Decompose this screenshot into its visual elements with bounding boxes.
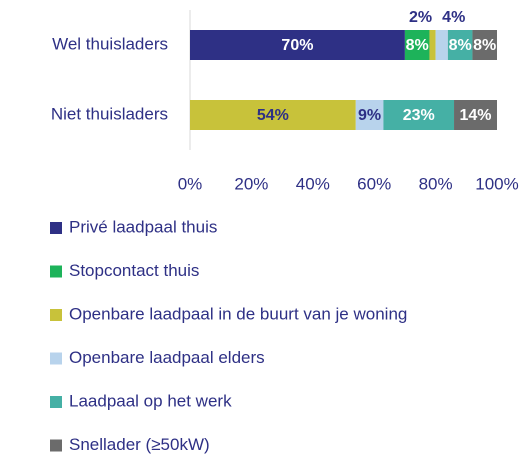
legend-swatch: [50, 309, 62, 321]
legend-label: Openbare laadpaal elders: [69, 348, 265, 367]
bar-segment: [429, 30, 436, 60]
bar-segment: [435, 30, 448, 60]
value-label: 9%: [358, 107, 381, 124]
bar-segment: [472, 30, 497, 60]
x-tick-label: 40%: [296, 174, 330, 193]
x-tick-label: 0%: [178, 174, 203, 193]
bar-segment: [190, 30, 405, 60]
legend-swatch: [50, 439, 62, 452]
value-label: 8%: [406, 37, 429, 54]
value-label: 14%: [459, 107, 491, 124]
legend-label: Openbare laadpaal in de buurt van je won…: [69, 304, 407, 323]
value-label: 70%: [281, 37, 313, 54]
legend-label: Snellader (≥50kW): [69, 435, 210, 454]
bar-segment: [404, 30, 430, 60]
y-tick-label: Wel thuisladers: [52, 34, 168, 53]
legend-swatch: [50, 265, 62, 278]
bar-segment: [447, 30, 473, 60]
legend-label: Privé laadpaal thuis: [69, 217, 217, 236]
value-label: 2%: [409, 9, 432, 26]
legend-label: Stopcontact thuis: [69, 261, 199, 280]
legend-swatch: [50, 222, 62, 234]
x-tick-label: 60%: [357, 174, 391, 193]
bar-segment: [190, 100, 356, 130]
value-label: 8%: [449, 37, 472, 54]
value-label: 54%: [257, 107, 289, 124]
legend-swatch: [50, 396, 62, 408]
bar-segment: [383, 100, 455, 130]
value-label: 23%: [403, 107, 435, 124]
x-tick-label: 80%: [419, 174, 453, 193]
y-tick-label: Niet thuisladers: [51, 104, 168, 123]
value-label: 4%: [442, 9, 465, 26]
x-tick-label: 20%: [234, 174, 268, 193]
x-tick-label: 100%: [475, 174, 518, 193]
legend-label: Laadpaal op het werk: [69, 391, 232, 410]
bar-segment: [355, 100, 384, 130]
legend-swatch: [50, 352, 62, 365]
value-label: 8%: [473, 37, 496, 54]
bar-segment: [454, 100, 497, 130]
